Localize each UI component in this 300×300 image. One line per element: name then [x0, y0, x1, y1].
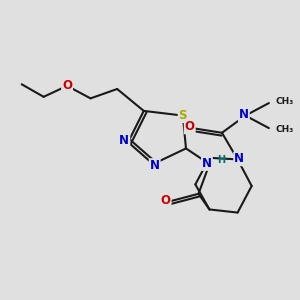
Text: O: O: [185, 120, 195, 133]
Text: N: N: [202, 157, 212, 170]
Text: O: O: [62, 80, 72, 92]
Text: CH₃: CH₃: [275, 125, 293, 134]
Text: CH₃: CH₃: [275, 97, 293, 106]
Text: N: N: [234, 152, 244, 165]
Text: N: N: [150, 159, 160, 172]
Text: O: O: [160, 194, 171, 208]
Text: N: N: [119, 134, 129, 147]
Text: N: N: [239, 109, 249, 122]
Text: S: S: [178, 109, 187, 122]
Text: H: H: [217, 155, 225, 165]
